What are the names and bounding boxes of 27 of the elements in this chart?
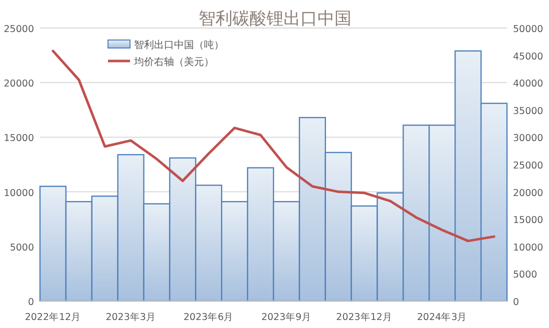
y2-tick-label: 0 [513,297,520,308]
legend-label: 智利出口中国（吨） [134,39,224,51]
y2-tick-label: 50000 [513,24,544,35]
y-tick-label: 15000 [4,133,34,144]
y2-tick-label: 5000 [513,270,538,281]
y-tick-label: 25000 [4,24,34,35]
x-tick-label: 2024年3月 [417,311,468,323]
y-tick-label: 10000 [4,188,34,199]
x-tick-label: 2023年3月 [106,311,156,323]
y2-tick-label: 40000 [513,78,544,90]
y2-tick-label: 35000 [513,106,544,117]
y2-tick-label: 20000 [513,188,544,199]
y-tick-label: 5000 [10,242,34,254]
y2-tick-label: 15000 [513,215,544,226]
x-tick-label: 2023年12月 [336,311,392,323]
x-tick-label: 2022年12月 [24,311,82,323]
y-tick-label: 20000 [4,78,34,90]
chart-title: 智利碳酸锂出口中国 [198,9,352,29]
y2-tick-label: 25000 [513,160,544,172]
y2-tick-label: 10000 [513,242,544,254]
y-tick-label: 0 [28,297,34,308]
x-tick-label: 2023年6月 [184,311,234,323]
line-series [52,50,496,242]
y2-tick-label: 30000 [513,133,544,144]
legend-label: 均价右轴（美元） [133,56,214,68]
x-tick-label: 2023年9月 [261,311,312,323]
y2-tick-label: 45000 [513,51,544,62]
